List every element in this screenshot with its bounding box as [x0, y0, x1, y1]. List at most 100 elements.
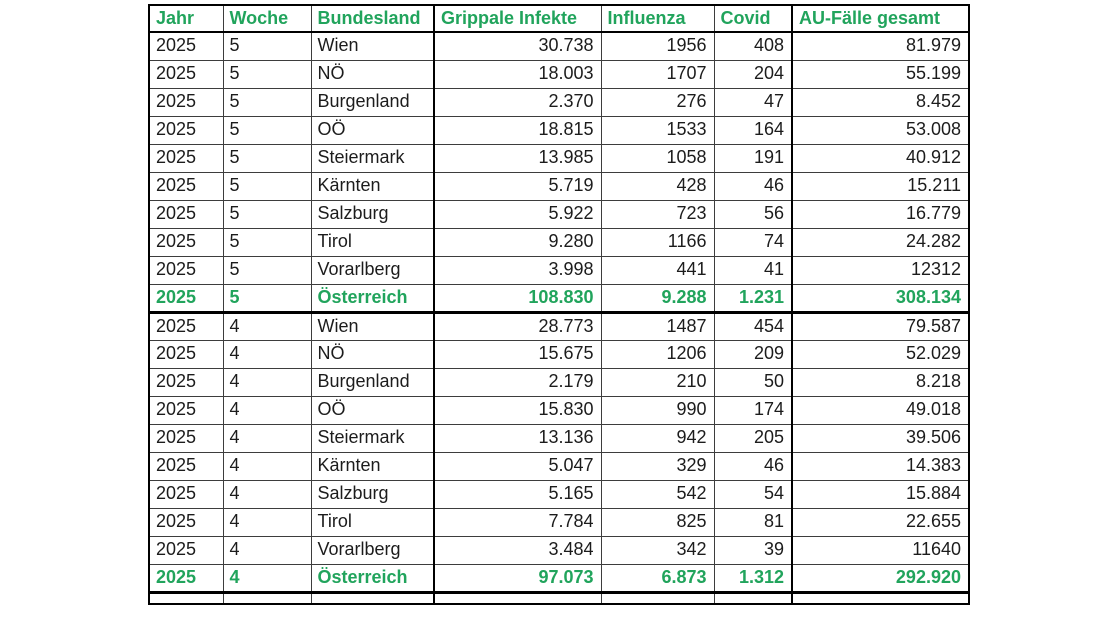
cell-covid[interactable]: 46 — [713, 451, 793, 481]
cell-grippale-infekte[interactable]: 3.998 — [433, 255, 602, 285]
cell-au-faelle-gesamt[interactable]: 14.383 — [791, 451, 970, 481]
cell-covid[interactable]: 1.231 — [713, 283, 793, 314]
cell-woche[interactable]: 5 — [222, 31, 312, 61]
cell-covid[interactable]: 41 — [713, 255, 793, 285]
cell-woche[interactable]: 4 — [222, 479, 312, 509]
cell-influenza[interactable]: 342 — [600, 535, 715, 565]
cell-bundesland[interactable]: Tirol — [310, 227, 435, 257]
cell-woche[interactable]: 5 — [222, 115, 312, 145]
cell-woche[interactable]: 4 — [222, 339, 312, 369]
cell-bundesland[interactable]: Kärnten — [310, 451, 435, 481]
cell-jahr[interactable]: 2025 — [148, 227, 224, 257]
cell-au-faelle-gesamt[interactable]: 81.979 — [791, 31, 970, 61]
cell-influenza[interactable]: 441 — [600, 255, 715, 285]
cell-au-faelle-gesamt[interactable]: 11640 — [791, 535, 970, 565]
cell-influenza[interactable]: 1058 — [600, 143, 715, 173]
cell-au-faelle-gesamt[interactable]: 52.029 — [791, 339, 970, 369]
cell-grippale-infekte[interactable]: 13.985 — [433, 143, 602, 173]
cell-influenza[interactable]: 1707 — [600, 59, 715, 89]
header-influenza[interactable]: Influenza — [600, 4, 715, 33]
cell-jahr[interactable]: 2025 — [148, 479, 224, 509]
cell-influenza[interactable]: 1166 — [600, 227, 715, 257]
cell-jahr[interactable]: 2025 — [148, 59, 224, 89]
cell-woche[interactable]: 5 — [222, 59, 312, 89]
cell-grippale-infekte[interactable]: 108.830 — [433, 283, 602, 314]
cell-bundesland[interactable]: Vorarlberg — [310, 255, 435, 285]
cell-woche[interactable]: 4 — [222, 451, 312, 481]
cell-grippale-infekte[interactable]: 15.675 — [433, 339, 602, 369]
cell-influenza[interactable]: 990 — [600, 395, 715, 425]
cell-covid[interactable]: 54 — [713, 479, 793, 509]
cell-grippale-infekte[interactable]: 30.738 — [433, 31, 602, 61]
header-grippale-infekte[interactable]: Grippale Infekte — [433, 4, 602, 33]
header-bundesland[interactable]: Bundesland — [310, 4, 435, 33]
cell-woche[interactable]: 5 — [222, 171, 312, 201]
cell-covid[interactable]: 205 — [713, 423, 793, 453]
cell-au-faelle-gesamt[interactable]: 49.018 — [791, 395, 970, 425]
cell-au-faelle-gesamt[interactable]: 308.134 — [791, 283, 970, 314]
cell-au-faelle-gesamt[interactable]: 55.199 — [791, 59, 970, 89]
cell-bundesland[interactable]: OÖ — [310, 115, 435, 145]
cell-influenza[interactable]: 942 — [600, 423, 715, 453]
cell-bundesland[interactable]: NÖ — [310, 339, 435, 369]
cell-covid[interactable]: 191 — [713, 143, 793, 173]
cell-covid[interactable]: 164 — [713, 115, 793, 145]
cell-au-faelle-gesamt[interactable]: 24.282 — [791, 227, 970, 257]
cell-influenza[interactable]: 1206 — [600, 339, 715, 369]
cell-grippale-infekte[interactable]: 18.815 — [433, 115, 602, 145]
cell-jahr[interactable]: 2025 — [148, 199, 224, 229]
cell-grippale-infekte[interactable]: 5.922 — [433, 199, 602, 229]
cell-influenza[interactable]: 1533 — [600, 115, 715, 145]
cell-grippale-infekte[interactable]: 5.165 — [433, 479, 602, 509]
cell-woche[interactable]: 4 — [222, 423, 312, 453]
cell-woche[interactable]: 5 — [222, 283, 312, 314]
cell-au-faelle-gesamt[interactable]: 53.008 — [791, 115, 970, 145]
cell-jahr[interactable]: 2025 — [148, 423, 224, 453]
cell-influenza[interactable]: 723 — [600, 199, 715, 229]
cell-covid[interactable]: 81 — [713, 507, 793, 537]
cell-jahr[interactable]: 2025 — [148, 255, 224, 285]
header-jahr[interactable]: Jahr — [148, 4, 224, 33]
cell-jahr[interactable]: 2025 — [148, 171, 224, 201]
cell-bundesland[interactable]: Österreich — [310, 563, 435, 594]
cell-influenza[interactable]: 1487 — [600, 311, 715, 341]
cell-bundesland[interactable]: Burgenland — [310, 87, 435, 117]
cell-au-faelle-gesamt[interactable]: 12312 — [791, 255, 970, 285]
cell-jahr[interactable]: 2025 — [148, 395, 224, 425]
cell-jahr[interactable]: 2025 — [148, 451, 224, 481]
cell-bundesland[interactable]: Wien — [310, 311, 435, 341]
cell-jahr[interactable]: 2025 — [148, 143, 224, 173]
cell-influenza[interactable]: 276 — [600, 87, 715, 117]
cell-grippale-infekte[interactable]: 2.179 — [433, 367, 602, 397]
cell-bundesland[interactable]: Burgenland — [310, 367, 435, 397]
cell-woche[interactable]: 4 — [222, 311, 312, 341]
cell-jahr[interactable]: 2025 — [148, 311, 224, 341]
cell-grippale-infekte[interactable]: 13.136 — [433, 423, 602, 453]
cell-jahr[interactable]: 2025 — [148, 115, 224, 145]
cell-au-faelle-gesamt[interactable]: 15.884 — [791, 479, 970, 509]
cell-covid[interactable]: 74 — [713, 227, 793, 257]
cell-covid[interactable]: 50 — [713, 367, 793, 397]
cell-jahr[interactable]: 2025 — [148, 283, 224, 314]
cell-woche[interactable]: 4 — [222, 395, 312, 425]
header-woche[interactable]: Woche — [222, 4, 312, 33]
cell-influenza[interactable]: 9.288 — [600, 283, 715, 314]
cell-influenza[interactable]: 825 — [600, 507, 715, 537]
cell-covid[interactable]: 39 — [713, 535, 793, 565]
cell-au-faelle-gesamt[interactable]: 15.211 — [791, 171, 970, 201]
cell-woche[interactable]: 5 — [222, 199, 312, 229]
cell-grippale-infekte[interactable]: 18.003 — [433, 59, 602, 89]
cell-au-faelle-gesamt[interactable]: 8.452 — [791, 87, 970, 117]
cell-grippale-infekte[interactable]: 2.370 — [433, 87, 602, 117]
cell-bundesland[interactable]: OÖ — [310, 395, 435, 425]
cell-grippale-infekte[interactable]: 3.484 — [433, 535, 602, 565]
cell-covid[interactable]: 204 — [713, 59, 793, 89]
cell-woche[interactable]: 4 — [222, 535, 312, 565]
cell-woche[interactable]: 4 — [222, 563, 312, 594]
cell-woche[interactable]: 5 — [222, 143, 312, 173]
cell-au-faelle-gesamt[interactable]: 8.218 — [791, 367, 970, 397]
cell-influenza[interactable]: 210 — [600, 367, 715, 397]
cell-influenza[interactable]: 6.873 — [600, 563, 715, 594]
cell-grippale-infekte[interactable]: 5.719 — [433, 171, 602, 201]
cell-grippale-infekte[interactable]: 97.073 — [433, 563, 602, 594]
